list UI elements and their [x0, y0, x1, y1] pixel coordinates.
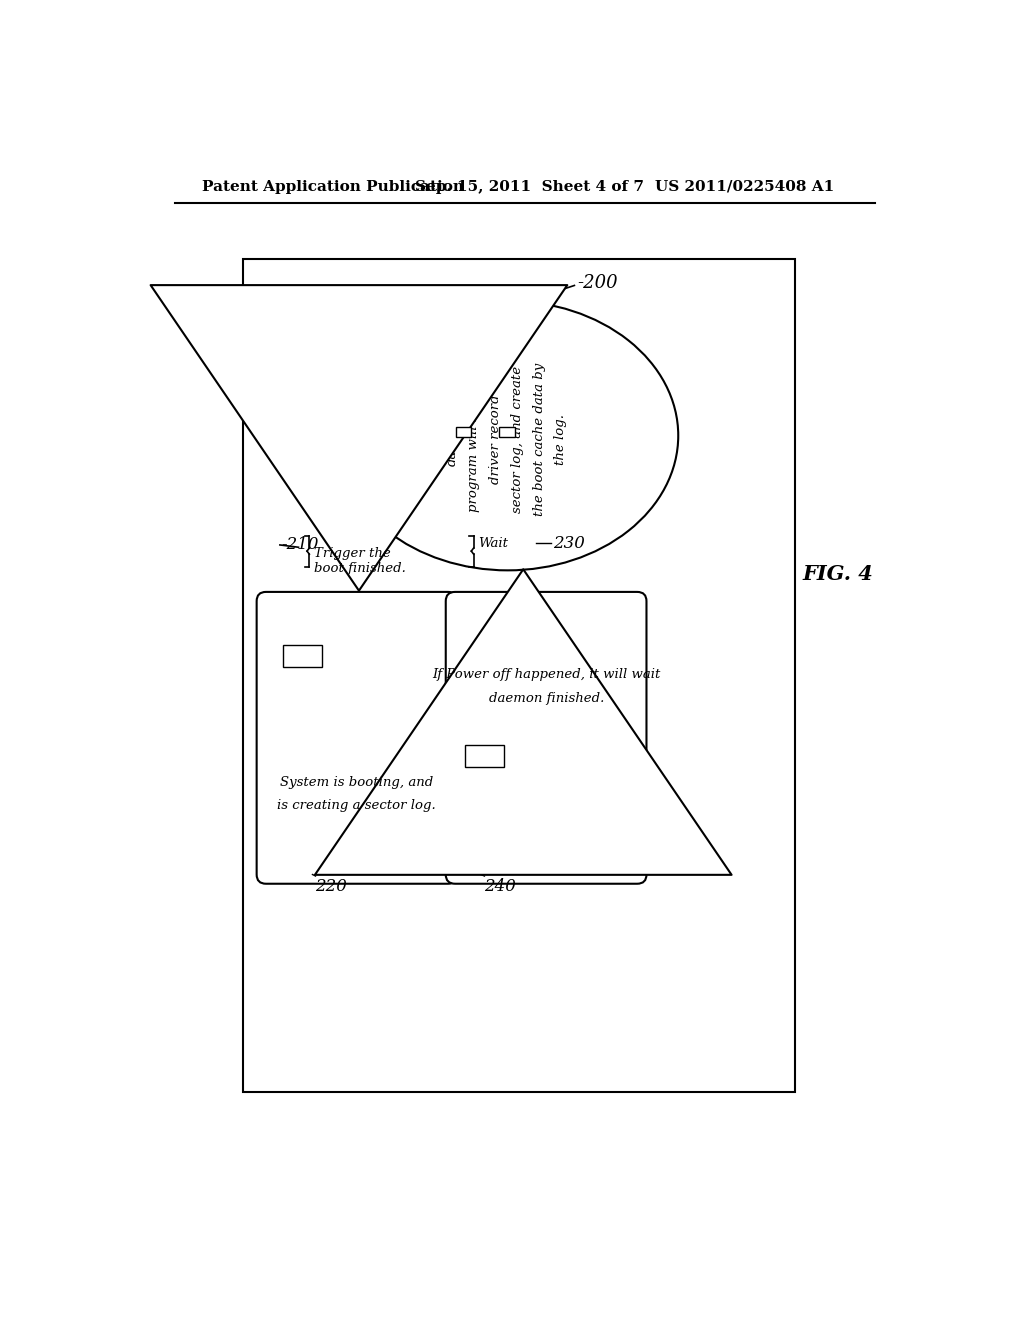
FancyBboxPatch shape — [445, 591, 646, 884]
Text: Wait: Wait — [478, 537, 508, 550]
Ellipse shape — [337, 301, 678, 570]
FancyBboxPatch shape — [257, 591, 458, 884]
Text: daemon: daemon — [445, 413, 459, 466]
Text: daemon finished.: daemon finished. — [488, 693, 604, 705]
Text: 230: 230 — [553, 535, 585, 552]
Text: US 2011/0225408 A1: US 2011/0225408 A1 — [655, 180, 835, 194]
Text: FIG. 4: FIG. 4 — [802, 564, 873, 585]
Bar — [465, 744, 504, 767]
Bar — [283, 645, 322, 667]
Text: Patent Application Publication: Patent Application Publication — [202, 180, 464, 194]
Text: 240: 240 — [484, 878, 516, 895]
Text: the log.: the log. — [554, 414, 567, 465]
Bar — [243, 259, 795, 1092]
Text: driver record: driver record — [489, 395, 502, 484]
Text: is creating a sector log.: is creating a sector log. — [278, 799, 436, 812]
Text: -210: -210 — [282, 536, 318, 553]
Text: -200: -200 — [578, 275, 618, 292]
Text: If Power off happened, it will wait: If Power off happened, it will wait — [432, 668, 660, 681]
Text: the boot cache data by: the boot cache data by — [532, 363, 546, 516]
Bar — [456, 428, 471, 437]
Bar — [500, 428, 515, 437]
Text: Sep. 15, 2011  Sheet 4 of 7: Sep. 15, 2011 Sheet 4 of 7 — [415, 180, 644, 194]
Text: program will stop the: program will stop the — [467, 367, 480, 512]
Text: System is booting, and: System is booting, and — [280, 776, 433, 788]
Text: Trigger the
boot finished.: Trigger the boot finished. — [314, 548, 406, 576]
Text: sector log, and create: sector log, and create — [511, 366, 524, 513]
Text: 220: 220 — [315, 878, 347, 895]
